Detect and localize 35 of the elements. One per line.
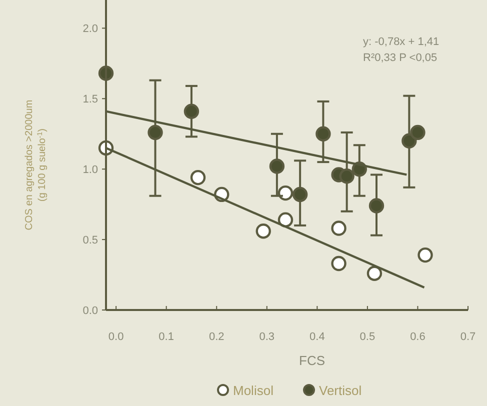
point bbox=[184, 104, 200, 119]
point bbox=[331, 256, 346, 272]
point bbox=[148, 124, 163, 140]
x-axis-title: FCS bbox=[299, 353, 326, 368]
y-tick-label: 0.5 bbox=[82, 234, 98, 247]
point bbox=[410, 124, 426, 140]
annotation: R²0,33 P <0,05 bbox=[363, 52, 438, 64]
y-tick-label: 0.0 bbox=[82, 305, 98, 317]
point bbox=[316, 126, 331, 142]
point bbox=[368, 198, 384, 214]
point bbox=[256, 223, 271, 239]
legend-label: Vertisol bbox=[319, 383, 362, 398]
x-tick-label: 0.7 bbox=[460, 331, 476, 343]
x-tick-label: 0.5 bbox=[360, 331, 376, 343]
x-tick-label: 0.4 bbox=[310, 331, 325, 343]
point bbox=[366, 266, 382, 281]
point bbox=[269, 158, 285, 174]
point bbox=[418, 247, 433, 263]
point bbox=[190, 170, 206, 186]
x-tick-label: 0.1 bbox=[158, 331, 174, 343]
point bbox=[278, 212, 294, 228]
legend-label: Molisol bbox=[233, 383, 274, 398]
y-tick-label: 1.5 bbox=[82, 94, 98, 106]
x-tick-label: 0.2 bbox=[208, 331, 224, 343]
point bbox=[339, 168, 354, 184]
point bbox=[331, 220, 346, 236]
x-tick-label: 0.3 bbox=[259, 331, 275, 343]
y-tick-label: 1.0 bbox=[82, 164, 98, 176]
point bbox=[278, 185, 294, 201]
y-tick-label: 2.0 bbox=[82, 23, 98, 36]
point bbox=[402, 133, 417, 149]
annotation: y: -0,78x + 1,41 bbox=[363, 36, 440, 48]
x-tick-label: 0.6 bbox=[410, 331, 426, 343]
point bbox=[292, 186, 308, 202]
x-tick-label: 0.0 bbox=[108, 331, 124, 343]
